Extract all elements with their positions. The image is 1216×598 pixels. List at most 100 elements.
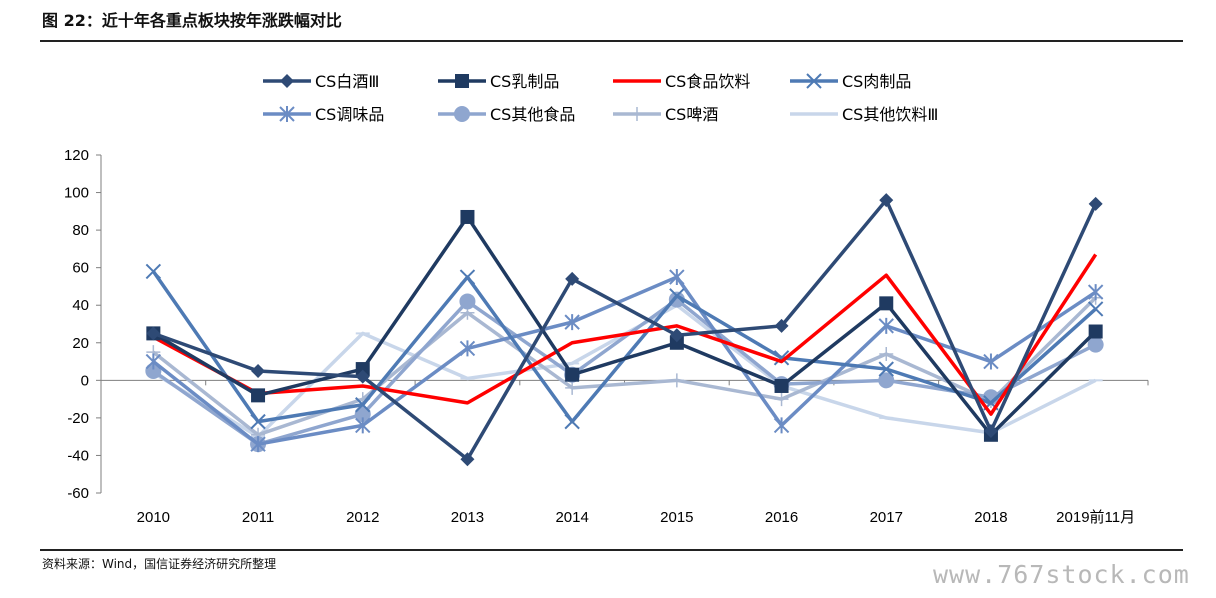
- series-1: [146, 193, 1103, 467]
- data-point: [878, 361, 894, 377]
- data-point: [879, 193, 894, 208]
- series-line: [152, 297, 1097, 446]
- legend-swatch-marker: [280, 74, 294, 88]
- y-tick-label: 120: [64, 147, 89, 164]
- series-3: [152, 253, 1098, 416]
- legend-label: CS调味品: [315, 105, 384, 124]
- top-rule: [40, 40, 1183, 42]
- data-point: [773, 417, 790, 434]
- x-tick-label: 2013: [451, 509, 484, 526]
- series-line: [152, 215, 1097, 437]
- legend-item: CS肉制品: [790, 72, 911, 91]
- x-tick-label: 2010: [137, 509, 170, 526]
- data-point: [879, 347, 894, 362]
- y-tick-label: 20: [72, 335, 89, 352]
- data-point: [1087, 284, 1104, 301]
- legend-item: CS白酒Ⅲ: [263, 72, 379, 91]
- data-point: [459, 293, 476, 310]
- data-point: [773, 350, 790, 366]
- legend-label: CS其他饮料Ⅲ: [842, 105, 938, 124]
- data-point: [565, 380, 580, 395]
- legend-swatch-marker: [279, 106, 295, 122]
- x-tick-label: 2018: [974, 509, 1007, 526]
- legend-swatch-marker: [806, 73, 822, 89]
- figure-title: 图 22：近十年各重点板块按年涨跌幅对比: [42, 11, 342, 30]
- data-point: [459, 340, 476, 357]
- data-point: [878, 317, 894, 334]
- legend-label: CS食品饮料: [665, 72, 750, 91]
- y-tick-label: 40: [72, 297, 89, 314]
- legend-item: CS食品饮料: [613, 72, 750, 91]
- legend-item: CS啤酒: [613, 105, 718, 124]
- x-tick-label: 2015: [660, 509, 693, 526]
- data-point: [564, 314, 580, 331]
- x-tick-label: 2017: [870, 509, 903, 526]
- plot-area: [145, 193, 1104, 467]
- y-tick-label: 80: [72, 222, 89, 239]
- data-point: [669, 328, 684, 343]
- data-point: [565, 271, 580, 286]
- data-point: [460, 209, 475, 224]
- series-line: [152, 253, 1098, 416]
- legend-item: CS其他食品: [438, 105, 575, 124]
- data-point: [145, 263, 162, 280]
- series-line: [152, 198, 1098, 461]
- legend-item: CS调味品: [263, 105, 384, 124]
- legend-swatch-marker: [454, 106, 470, 122]
- data-point: [355, 362, 370, 377]
- data-point: [1088, 196, 1103, 211]
- data-point: [668, 291, 685, 308]
- legend-label: CS白酒Ⅲ: [315, 72, 379, 91]
- data-point: [983, 424, 998, 439]
- data-point: [355, 397, 371, 413]
- x-tick-label: 2016: [765, 509, 798, 526]
- y-tick-label: 60: [72, 260, 89, 277]
- source-note: 资料来源：Wind，国信证券经济研究所整理: [42, 557, 277, 571]
- x-tick-label: 2019前11月: [1056, 509, 1135, 526]
- bottom-rule: [40, 549, 1183, 551]
- y-tick-label: -60: [67, 485, 89, 502]
- y-tick-label: 0: [81, 372, 89, 389]
- data-point: [565, 367, 580, 382]
- legend-item: CS其他饮料Ⅲ: [790, 105, 938, 124]
- data-point: [146, 326, 161, 341]
- data-point: [1087, 301, 1104, 317]
- data-point: [251, 388, 266, 403]
- data-point: [1087, 336, 1104, 353]
- x-tick-label: 2014: [555, 509, 588, 526]
- data-point: [459, 269, 476, 285]
- x-tick-label: 2011: [242, 509, 274, 526]
- data-point: [460, 452, 475, 467]
- data-point: [250, 436, 266, 453]
- y-tick-label: -20: [67, 410, 89, 427]
- data-point: [250, 413, 266, 430]
- watermark: www.767stock.com: [933, 560, 1190, 589]
- data-point: [774, 392, 789, 407]
- data-point: [774, 318, 789, 333]
- data-point: [669, 373, 684, 388]
- legend: CS白酒Ⅲ CS乳制品 CS食品饮料 CS肉制品 CS调味品 CS其他食品 CS啤酒 CS其他…: [263, 72, 938, 124]
- data-point: [355, 369, 370, 384]
- legend-swatch-marker: [455, 74, 469, 88]
- data-point: [145, 353, 162, 370]
- legend-label: CS其他食品: [490, 105, 575, 124]
- data-point: [878, 372, 895, 389]
- data-point: [564, 413, 580, 430]
- legend-swatch-marker: [630, 107, 644, 121]
- series-7: [146, 290, 1103, 442]
- data-point: [251, 363, 266, 378]
- data-point: [1088, 324, 1103, 339]
- data-point: [879, 296, 894, 311]
- legend-label: CS啤酒: [665, 105, 718, 124]
- legend-label: CS肉制品: [842, 72, 911, 91]
- y-tick-label: 100: [64, 185, 89, 202]
- legend-label: CS乳制品: [490, 72, 559, 91]
- data-point: [355, 417, 371, 434]
- x-tick-label: 2012: [346, 509, 379, 526]
- data-point: [774, 378, 789, 393]
- legend-item: CS乳制品: [438, 72, 559, 91]
- data-point: [669, 335, 684, 350]
- series-line: [152, 296, 1097, 437]
- data-point: [983, 353, 999, 370]
